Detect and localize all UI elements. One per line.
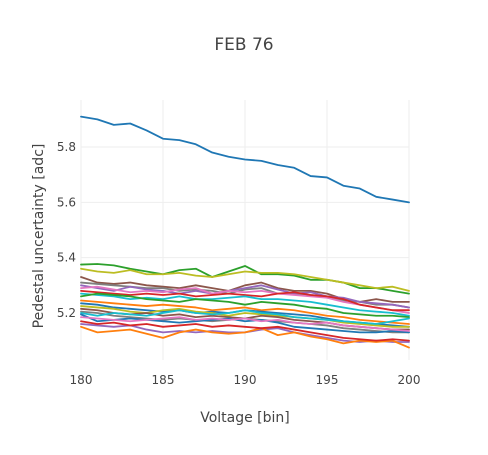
y-tick-label: 5.6 bbox=[57, 195, 76, 209]
series-line-1 bbox=[80, 115, 410, 204]
series-line-2 bbox=[80, 263, 410, 295]
series-line-16 bbox=[80, 309, 410, 325]
series-line-9 bbox=[80, 292, 410, 317]
x-axis-title: Voltage [bin] bbox=[200, 410, 290, 426]
tick-layer: 180 185 190 195 200 5.2 5.4 5.6 5.8 bbox=[57, 140, 421, 387]
series-line-6 bbox=[80, 284, 410, 309]
series-line-18 bbox=[80, 316, 410, 332]
chart-title: FEB 76 bbox=[214, 35, 273, 55]
series-layer bbox=[80, 115, 410, 349]
series-line-17 bbox=[80, 313, 410, 334]
series-line-13 bbox=[80, 305, 410, 328]
series-line-11 bbox=[80, 299, 410, 325]
y-axis-title: Pedestal uncertainty [adc] bbox=[31, 144, 47, 329]
y-tick-label: 5.2 bbox=[57, 306, 76, 320]
series-line-21 bbox=[80, 320, 410, 342]
x-tick-label: 180 bbox=[70, 373, 93, 387]
series-line-8 bbox=[80, 289, 410, 312]
series-line-3 bbox=[80, 267, 410, 292]
y-tick-label: 5.8 bbox=[57, 140, 76, 154]
series-line-10 bbox=[80, 292, 410, 319]
x-tick-label: 200 bbox=[398, 373, 421, 387]
x-tick-label: 185 bbox=[152, 373, 175, 387]
x-tick-label: 195 bbox=[316, 373, 339, 387]
series-line-20 bbox=[80, 325, 410, 349]
x-tick-label: 190 bbox=[234, 373, 257, 387]
y-tick-label: 5.4 bbox=[57, 251, 76, 265]
